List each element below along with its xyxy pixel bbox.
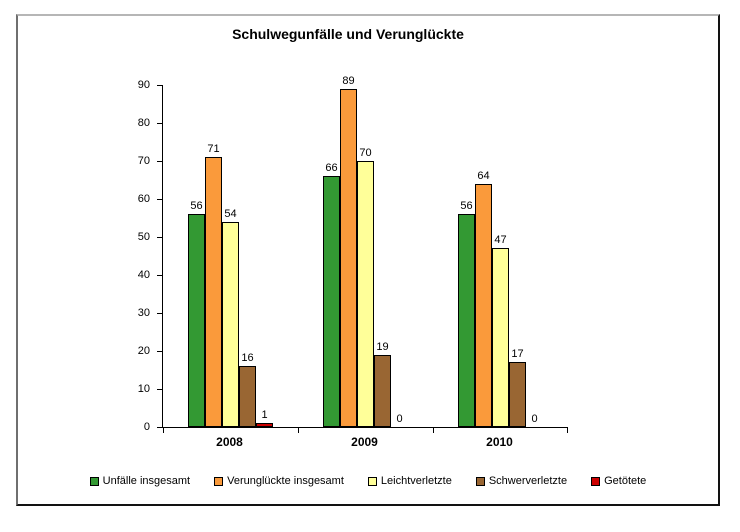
legend-marker-icon xyxy=(367,476,377,486)
y-tick-label: 20 xyxy=(137,345,150,357)
bar xyxy=(222,221,239,427)
bar-value-label: 17 xyxy=(511,348,524,361)
bar xyxy=(374,354,391,427)
x-tick-mark xyxy=(433,428,434,433)
legend-label: Verunglückte insgesamt xyxy=(227,475,344,487)
bar-value-label: 16 xyxy=(241,352,254,365)
x-tick-mark xyxy=(567,428,568,433)
bar-value-label: 56 xyxy=(190,200,203,213)
y-tick-mark xyxy=(157,389,162,390)
legend-item: Leichtverletzte xyxy=(367,475,452,487)
y-tick-mark xyxy=(157,161,162,162)
bar-value-label: 1 xyxy=(261,409,268,422)
bar xyxy=(188,214,205,427)
bar xyxy=(323,176,340,427)
chart-title: Schulwegunfälle und Verunglückte xyxy=(232,26,464,42)
legend-label: Schwerverletzte xyxy=(488,475,568,487)
y-tick-label: 10 xyxy=(137,383,150,395)
y-tick-label: 40 xyxy=(137,269,150,281)
y-tick-label: 80 xyxy=(137,117,150,129)
legend-item: Schwerverletzte xyxy=(475,475,568,487)
bar-group: 56 71 54 16 1 xyxy=(163,85,298,427)
bar xyxy=(256,423,273,427)
y-tick-label: 70 xyxy=(137,155,150,167)
x-axis-labels: 2008 2009 2010 xyxy=(162,435,567,451)
y-tick-label: 60 xyxy=(137,193,150,205)
bar-value-label: 54 xyxy=(224,207,237,220)
x-category-label: 2008 xyxy=(216,435,243,449)
bar-value-label: 0 xyxy=(531,413,538,425)
bar-group: 66 89 70 19 0 xyxy=(298,75,433,427)
legend-marker-icon xyxy=(214,476,224,486)
legend-item: Getötete xyxy=(591,475,646,487)
bar xyxy=(458,214,475,427)
y-tick-mark xyxy=(157,351,162,352)
bar-value-label: 19 xyxy=(376,340,389,353)
bar-value-label: 70 xyxy=(359,147,372,159)
legend: Unfälle insgesamt Verunglückte insgesamt L… xyxy=(18,475,718,487)
bar xyxy=(475,183,492,427)
bar xyxy=(492,248,509,427)
legend-marker-icon xyxy=(475,476,485,486)
y-axis: 0 10 20 30 40 50 60 70 80 90 xyxy=(18,79,150,433)
legend-marker-icon xyxy=(591,476,601,486)
bar-value-label: 71 xyxy=(207,143,220,156)
chart-frame: Schulwegunfälle und Verunglückte 0 10 20 30… xyxy=(16,14,720,506)
legend-label: Leichtverletzte xyxy=(380,475,452,487)
y-tick-mark xyxy=(157,199,162,200)
y-tick-mark xyxy=(157,275,162,276)
bar xyxy=(239,366,256,427)
y-tick-label: 90 xyxy=(137,79,150,91)
y-tick-label: 0 xyxy=(143,421,150,433)
bar-group: 56 64 47 17 0 xyxy=(433,85,568,427)
bar-value-label: 64 xyxy=(477,169,490,182)
legend-item: Unfälle insgesamt xyxy=(89,475,191,487)
plot-area: 56 71 54 16 1 66 89 70 19 0 56 64 47 17 0 xyxy=(157,75,568,433)
bar-value-label: 47 xyxy=(494,234,507,247)
bar-value-label: 0 xyxy=(396,413,403,425)
x-tick-mark xyxy=(163,428,164,433)
y-tick-label: 50 xyxy=(137,231,150,243)
legend-item: Verunglückte insgesamt xyxy=(214,475,344,487)
bar xyxy=(205,157,222,427)
x-category-label: 2010 xyxy=(486,435,513,449)
x-tick-mark xyxy=(298,428,299,433)
bar xyxy=(357,161,374,427)
bar-value-label: 66 xyxy=(325,162,338,175)
bar-value-label: 89 xyxy=(342,74,355,87)
legend-label: Unfälle insgesamt xyxy=(102,475,191,487)
x-category-label: 2009 xyxy=(351,435,378,449)
y-tick-label: 30 xyxy=(137,307,150,319)
y-tick-mark xyxy=(157,313,162,314)
y-tick-mark xyxy=(157,427,162,428)
bar xyxy=(340,88,357,427)
legend-marker-icon xyxy=(89,476,99,486)
bar-value-label: 56 xyxy=(460,200,473,213)
bar xyxy=(509,362,526,427)
y-tick-mark xyxy=(157,123,162,124)
y-tick-mark xyxy=(157,85,162,86)
legend-label: Getötete xyxy=(604,475,647,487)
y-tick-mark xyxy=(157,237,162,238)
